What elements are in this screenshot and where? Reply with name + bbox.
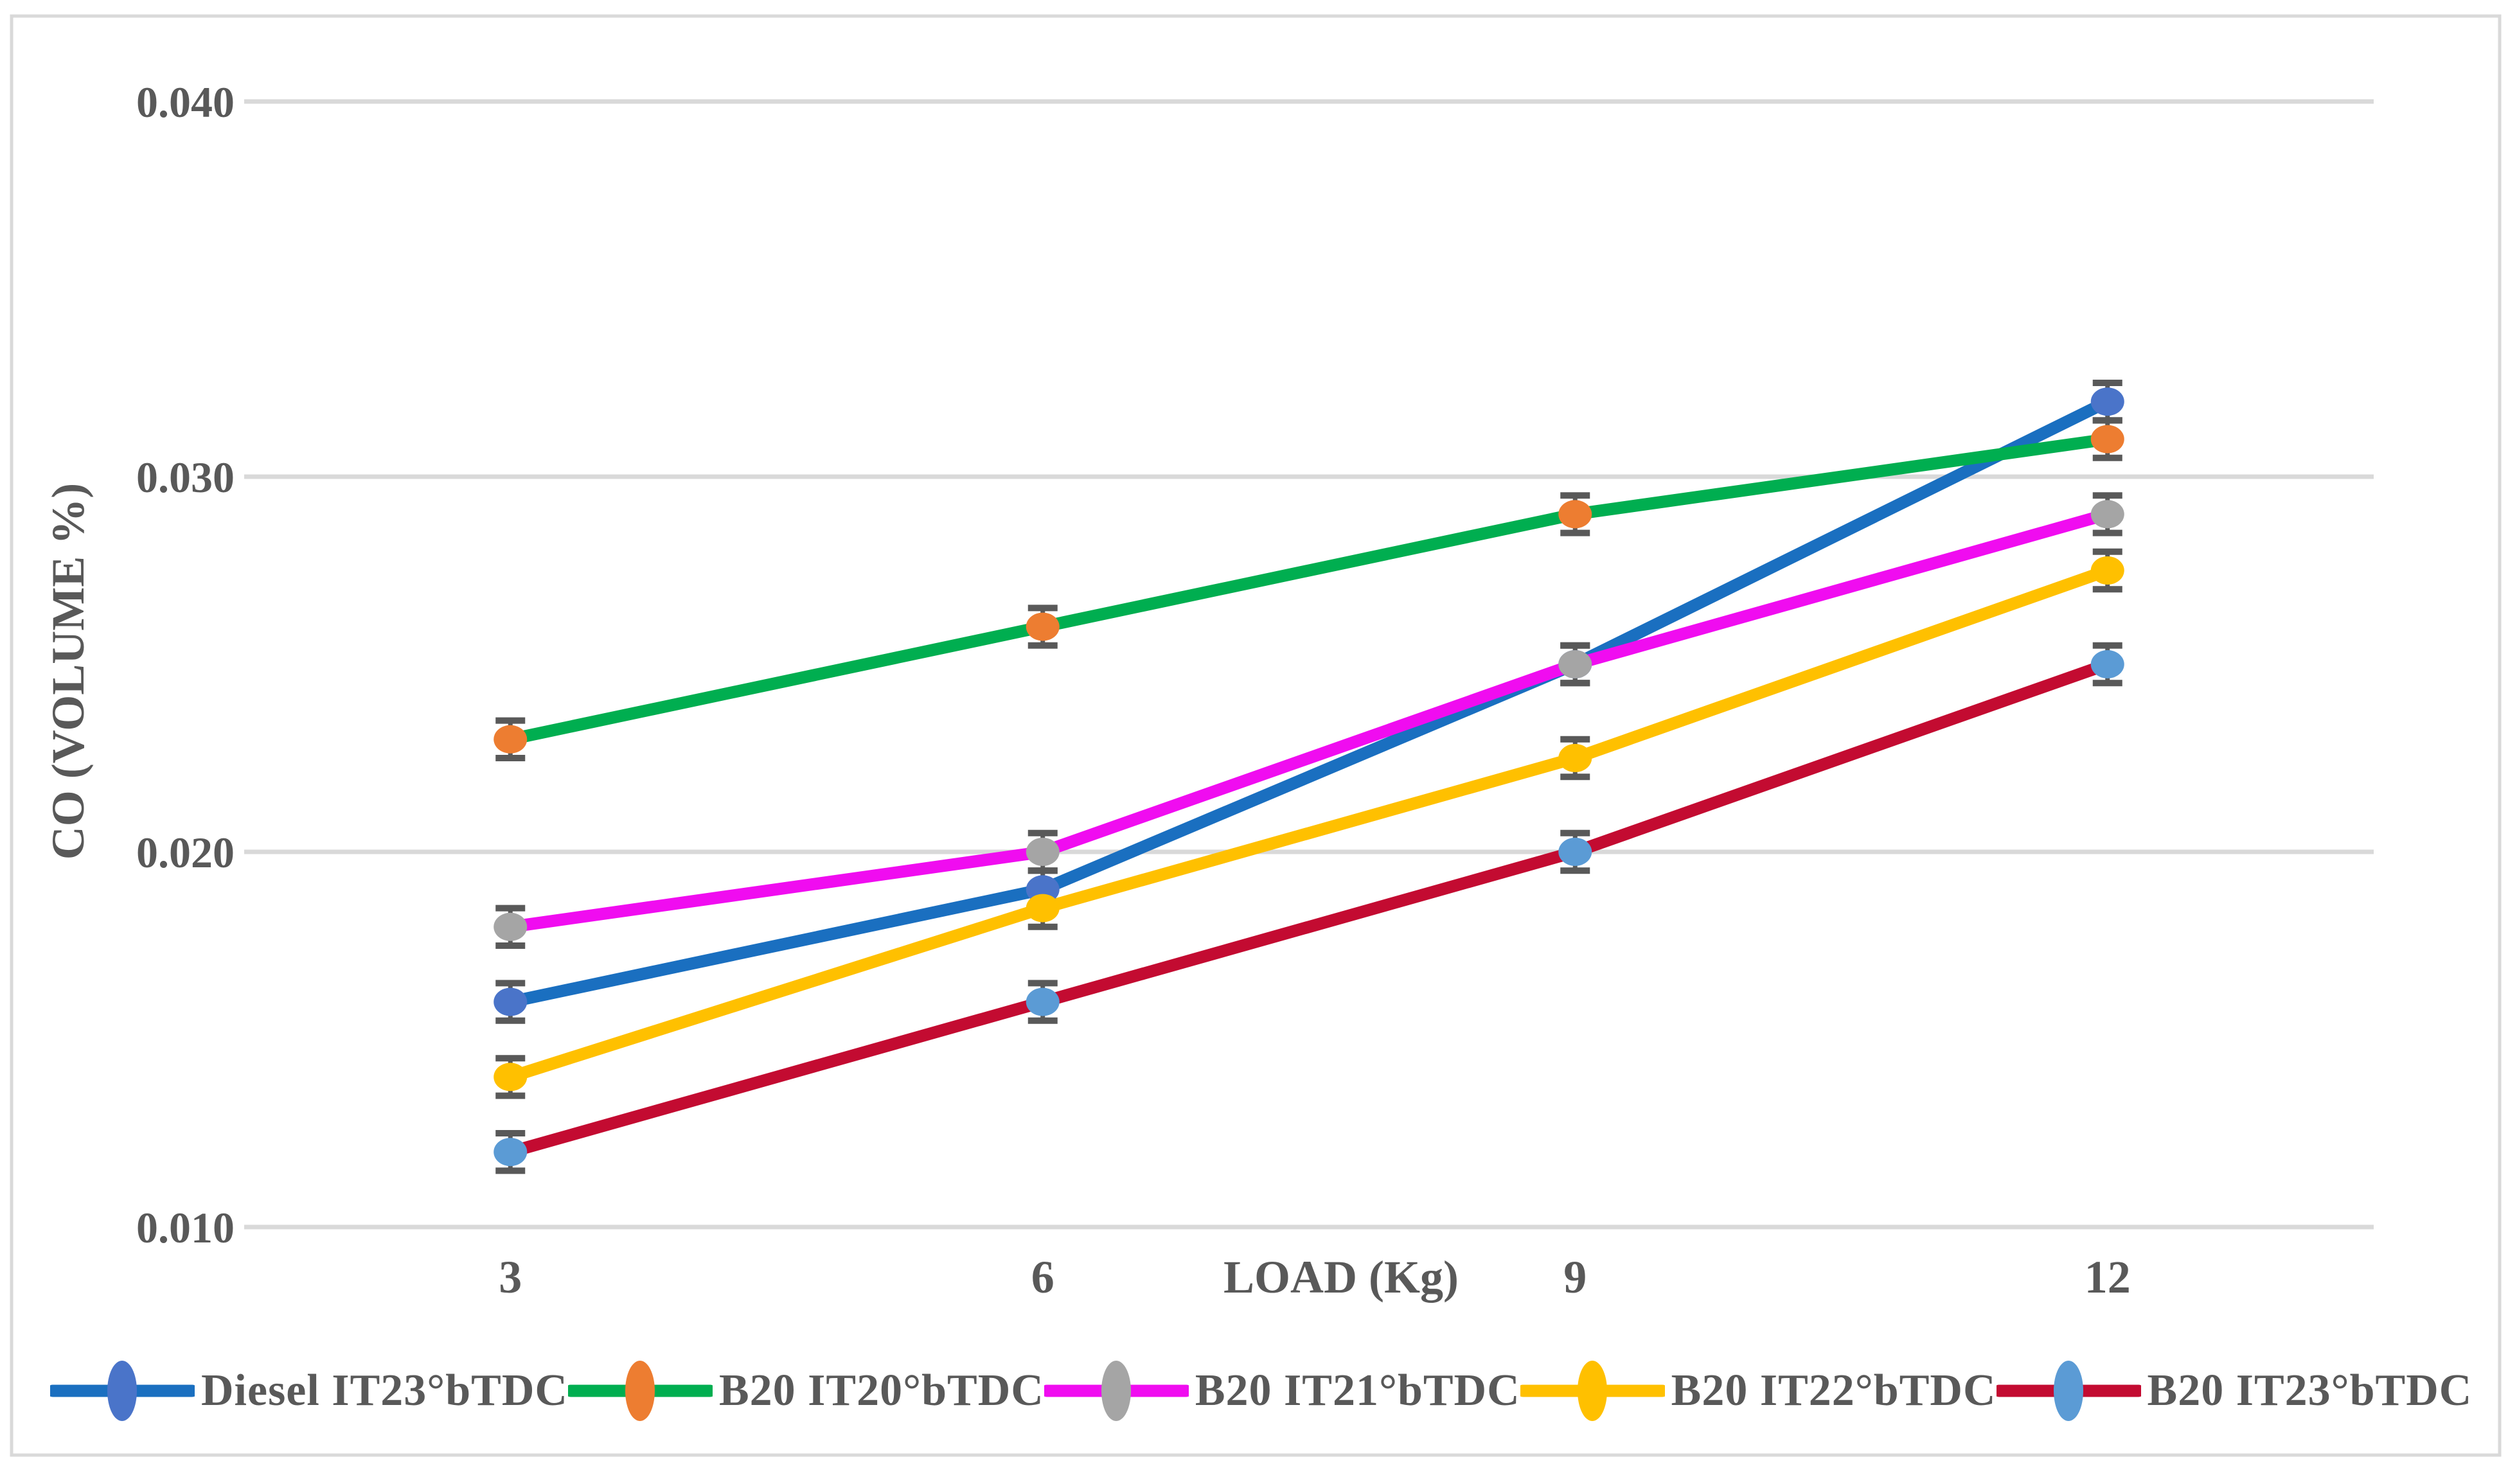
y-tick-label: 0.040 xyxy=(136,78,235,127)
legend-item-Diesel-IT23°bTDC: Diesel IT23°bTDC xyxy=(50,1352,568,1429)
y-tick-label: 0.030 xyxy=(136,453,235,502)
data-point-B20-IT20°bTDC-load-12 xyxy=(2090,425,2124,454)
y-tick-label: 0.010 xyxy=(136,1203,235,1252)
legend-item-B20-IT20°bTDC: B20 IT20°bTDC xyxy=(567,1352,1044,1429)
data-point-B20-IT21°bTDC-load-6 xyxy=(1026,838,1060,866)
x-tick-label: 9 xyxy=(1563,1251,1587,1303)
legend-item-B20-IT23°bTDC: B20 IT23°bTDC xyxy=(1996,1352,2473,1429)
data-point-B20-IT23°bTDC-load-3 xyxy=(494,1138,528,1167)
chart-border xyxy=(10,14,2502,1457)
series-line-B20-IT23°bTDC xyxy=(504,658,2114,1158)
legend-label: B20 IT21°bTDC xyxy=(1195,1366,1520,1415)
legend-marker-icon xyxy=(1520,1361,1665,1421)
x-tick-label: 3 xyxy=(499,1251,522,1303)
data-point-B20-IT21°bTDC-load-12 xyxy=(2090,500,2124,529)
legend-marker-icon xyxy=(50,1361,195,1421)
data-point-B20-IT20°bTDC-load-3 xyxy=(494,725,528,754)
x-tick-label: 12 xyxy=(2085,1251,2131,1303)
data-point-Diesel-IT23°bTDC-load-3 xyxy=(494,987,528,1016)
legend-marker-ellipse xyxy=(1101,1361,1131,1421)
legend-marker-ellipse xyxy=(625,1361,655,1421)
legend-marker-icon xyxy=(567,1361,713,1421)
legend-marker-ellipse xyxy=(1577,1361,1607,1421)
legend-label: Diesel IT23°bTDC xyxy=(201,1366,568,1415)
legend-marker-icon xyxy=(1996,1361,2141,1421)
data-point-B20-IT22°bTDC-load-12 xyxy=(2090,556,2124,585)
series-line-B20-IT21°bTDC xyxy=(504,508,2114,933)
series-line-B20-IT20°bTDC xyxy=(504,433,2114,746)
data-point-B20-IT22°bTDC-load-9 xyxy=(1558,744,1592,772)
legend-label: B20 IT20°bTDC xyxy=(718,1366,1044,1415)
legend-item-B20-IT21°bTDC: B20 IT21°bTDC xyxy=(1044,1352,1520,1429)
y-axis-title: CO (VOLUME %) xyxy=(42,483,94,860)
legend-marker-ellipse xyxy=(107,1361,137,1421)
data-point-B20-IT21°bTDC-load-3 xyxy=(494,912,528,941)
chart-legend: Diesel IT23°bTDC B20 IT20°bTDC B20 IT21°bT… xyxy=(50,1339,2471,1442)
data-point-Diesel-IT23°bTDC-load-12 xyxy=(2090,387,2124,416)
series-line-Diesel-IT23°bTDC xyxy=(504,395,2114,1009)
x-axis-title: LOAD (Kg) xyxy=(1223,1251,1459,1303)
x-tick-label: 6 xyxy=(1031,1251,1054,1303)
legend-label: B20 IT23°bTDC xyxy=(2147,1366,2473,1415)
y-tick-label: 0.020 xyxy=(136,828,235,877)
legend-label: B20 IT22°bTDC xyxy=(1671,1366,1997,1415)
data-point-B20-IT23°bTDC-load-9 xyxy=(1558,838,1592,866)
data-point-B20-IT20°bTDC-load-9 xyxy=(1558,500,1592,529)
legend-item-B20-IT22°bTDC: B20 IT22°bTDC xyxy=(1520,1352,1997,1429)
data-point-B20-IT22°bTDC-load-6 xyxy=(1026,894,1060,923)
data-point-B20-IT22°bTDC-load-3 xyxy=(494,1063,528,1091)
data-point-B20-IT23°bTDC-load-6 xyxy=(1026,987,1060,1016)
series-line-B20-IT22°bTDC xyxy=(504,564,2114,1083)
data-point-B20-IT20°bTDC-load-6 xyxy=(1026,612,1060,641)
legend-marker-ellipse xyxy=(2053,1361,2083,1421)
legend-marker-icon xyxy=(1044,1361,1189,1421)
data-point-B20-IT23°bTDC-load-12 xyxy=(2090,650,2124,678)
data-point-B20-IT21°bTDC-load-9 xyxy=(1558,650,1592,678)
